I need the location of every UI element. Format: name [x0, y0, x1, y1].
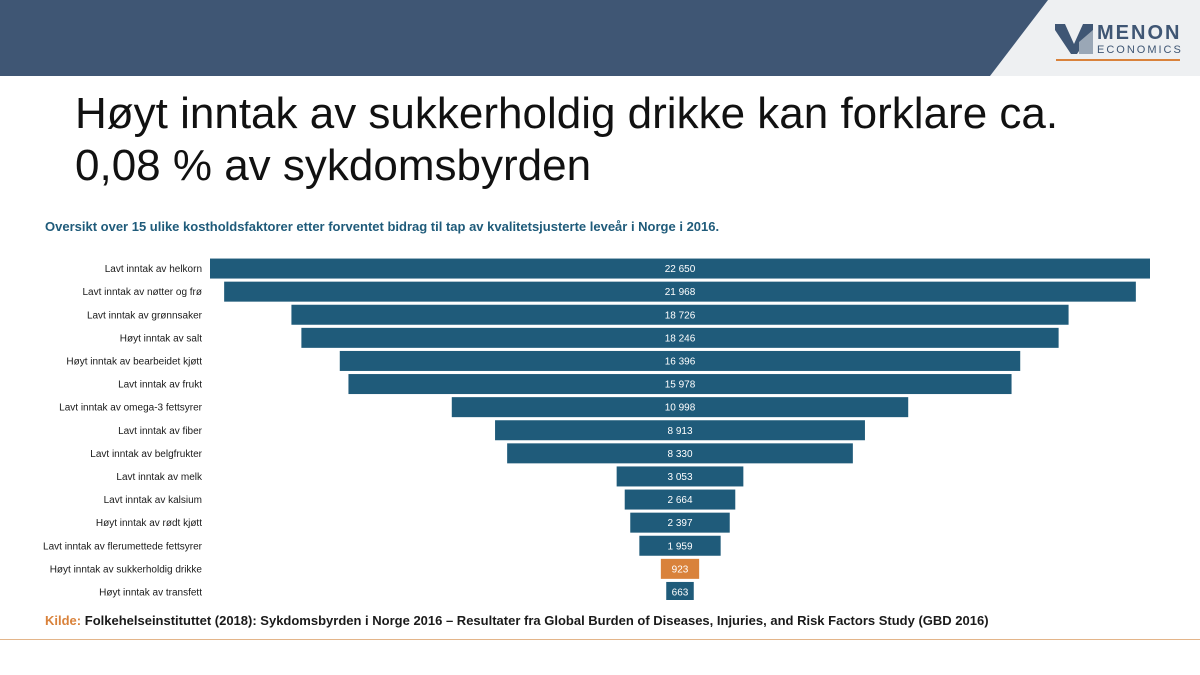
- bar: [451, 397, 909, 418]
- bar-value-label: 663: [672, 587, 689, 598]
- bar-value-label: 8 913: [667, 426, 692, 437]
- bar: [660, 558, 700, 579]
- bar-value-label: 8 330: [667, 449, 692, 460]
- category-label: Lavt inntak av kalsium: [104, 495, 202, 506]
- source-note: Kilde: Folkehelseinstituttet (2018): Syk…: [45, 613, 989, 628]
- category-label: Lavt inntak av frukt: [118, 380, 202, 391]
- source-label: Kilde:: [45, 613, 82, 628]
- bar: [624, 489, 736, 510]
- bar-value-label: 18 246: [665, 333, 696, 344]
- category-label: Høyt inntak av salt: [120, 333, 202, 344]
- bar: [495, 420, 865, 441]
- menon-logo-icon: [1055, 24, 1093, 54]
- bar-value-label: 2 664: [667, 495, 692, 506]
- footer-divider: [0, 639, 1200, 640]
- category-label: Lavt inntak av nøtter og frø: [83, 287, 203, 298]
- chart-subtitle: Oversikt over 15 ulike kostholdsfaktorer…: [45, 219, 720, 234]
- bar: [639, 535, 721, 556]
- bar-value-label: 15 978: [665, 380, 696, 391]
- logo-wordmark: MENON: [1097, 22, 1182, 44]
- category-label: Lavt inntak av fiber: [118, 426, 203, 437]
- bar: [348, 374, 1012, 395]
- bar: [291, 304, 1069, 325]
- bar-value-label: 1 959: [667, 541, 692, 552]
- category-label: Lavt inntak av belgfrukter: [90, 449, 202, 460]
- bar: [224, 281, 1136, 302]
- category-label: Lavt inntak av melk: [116, 472, 203, 483]
- category-label: Lavt inntak av flerumettede fettsyrer: [43, 541, 203, 552]
- category-label: Høyt inntak av transfett: [99, 587, 202, 598]
- logo-subtitle: ECONOMICS: [1097, 44, 1183, 56]
- bar: [616, 466, 744, 487]
- bar: [301, 327, 1059, 348]
- bar-value-label: 10 998: [665, 403, 696, 414]
- category-label: Lavt inntak av grønnsaker: [87, 310, 203, 321]
- bar: [507, 443, 853, 464]
- bar-value-label: 923: [672, 564, 689, 575]
- bar-value-label: 3 053: [667, 472, 692, 483]
- category-label: Lavt inntak av omega-3 fettsyrer: [59, 403, 203, 414]
- category-label: Høyt inntak av rødt kjøtt: [96, 518, 202, 529]
- category-label: Høyt inntak av bearbeidet kjøtt: [66, 356, 202, 367]
- bar: [666, 581, 694, 600]
- bar-value-label: 2 397: [667, 518, 692, 529]
- bar: [210, 258, 1150, 279]
- funnel-bar-chart: Lavt inntak av helkorn 22 650 Lavt inntak …: [43, 258, 1150, 600]
- bar-value-label: 22 650: [665, 264, 696, 275]
- bar: [630, 512, 730, 533]
- logo-underline: [1056, 59, 1180, 61]
- bar-value-label: 16 396: [665, 356, 696, 367]
- source-text: Folkehelseinstituttet (2018): Sykdomsbyr…: [84, 613, 989, 628]
- bar: [339, 350, 1021, 371]
- bar-value-label: 18 726: [665, 310, 696, 321]
- category-label: Høyt inntak av sukkerholdig drikke: [50, 564, 203, 575]
- category-label: Lavt inntak av helkorn: [105, 264, 202, 275]
- slide-title: Høyt inntak av sukkerholdig drikke kan f…: [75, 89, 1059, 190]
- bar-value-label: 21 968: [665, 287, 696, 298]
